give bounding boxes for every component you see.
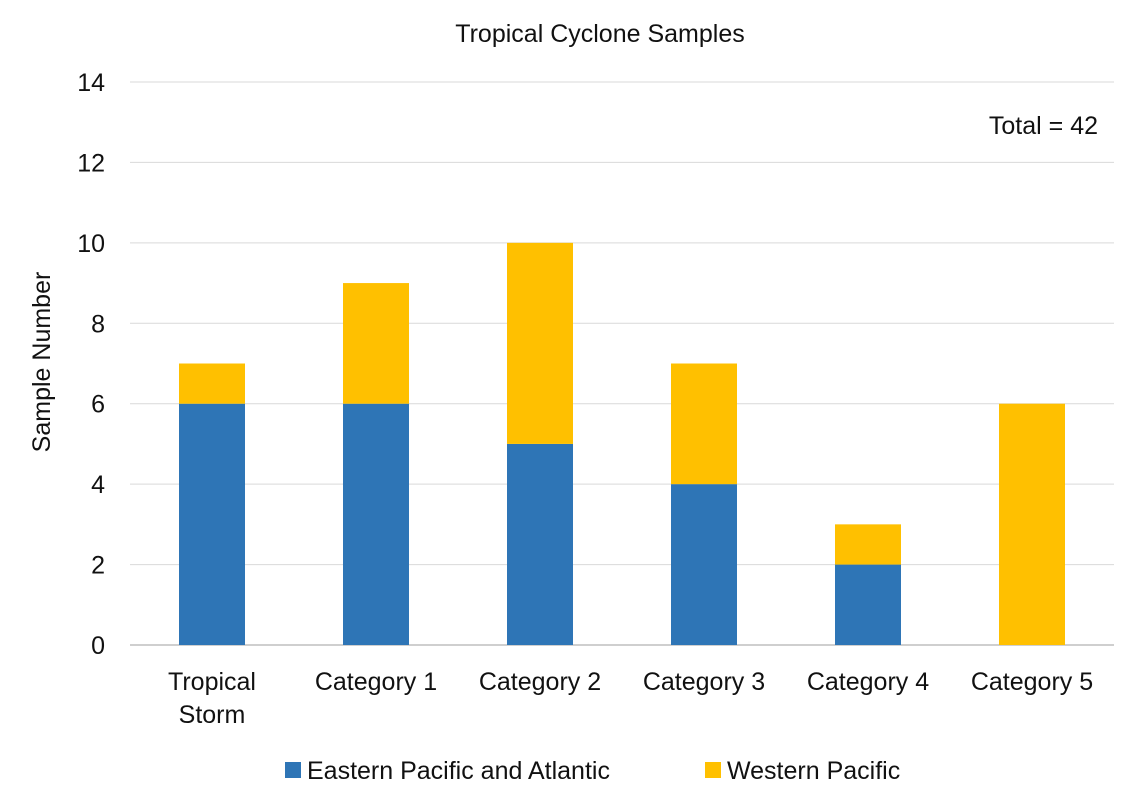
x-tick-label: Category 5 (971, 668, 1093, 696)
bar-segment-eastern-0 (179, 403, 245, 645)
legend-swatch (705, 762, 721, 778)
y-axis-label: Sample Number (28, 272, 56, 453)
y-tick-label: 6 (91, 391, 105, 419)
bar-segment-eastern-1 (343, 403, 409, 645)
x-axis-ticks: Tropical Storm Category 1 Category 2 Categor… (168, 668, 1093, 729)
x-tick-label-line: Storm (179, 701, 246, 729)
bar-segment-eastern-4 (835, 564, 901, 645)
x-tick-label-line: Tropical (168, 668, 256, 696)
bars (179, 242, 1065, 645)
x-tick-label: Category 4 (807, 668, 929, 696)
x-tick-label-line: Category 5 (971, 668, 1093, 696)
bar-segment-western-5 (999, 403, 1065, 645)
bar-segment-western-3 (671, 363, 737, 485)
x-tick-label-line: Category 2 (479, 668, 601, 696)
x-tick-label: Category 2 (479, 668, 601, 696)
x-tick-label: Category 3 (643, 668, 765, 696)
bar-segment-western-4 (835, 524, 901, 565)
x-tick-label-line: Category 3 (643, 668, 765, 696)
bar-segment-eastern-3 (671, 484, 737, 645)
y-tick-label: 12 (77, 149, 105, 177)
y-tick-label: 14 (77, 69, 105, 97)
x-tick-label-line: Category 1 (315, 668, 437, 696)
x-tick-label-line: Category 4 (807, 668, 929, 696)
x-tick-label: Category 1 (315, 668, 437, 696)
y-axis-ticks: 0 2 4 6 8 10 12 14 (77, 69, 105, 660)
y-tick-label: 2 (91, 552, 105, 580)
bar-segment-western-2 (507, 242, 573, 444)
y-tick-label: 0 (91, 632, 105, 660)
x-tick-label: Tropical Storm (168, 668, 256, 729)
bar-segment-western-1 (343, 283, 409, 404)
legend-label: Western Pacific (727, 757, 900, 785)
total-annotation: Total = 42 (989, 112, 1098, 140)
chart-title: Tropical Cyclone Samples (455, 20, 744, 48)
y-tick-label: 8 (91, 310, 105, 338)
gridlines (130, 81, 1114, 646)
legend-label: Eastern Pacific and Atlantic (307, 757, 610, 785)
y-tick-label: 10 (77, 230, 105, 258)
bar-segment-eastern-2 (507, 443, 573, 645)
legend: Eastern Pacific and Atlantic Western Paci… (285, 757, 900, 785)
bar-segment-western-0 (179, 363, 245, 404)
legend-swatch (285, 762, 301, 778)
y-tick-label: 4 (91, 471, 105, 499)
